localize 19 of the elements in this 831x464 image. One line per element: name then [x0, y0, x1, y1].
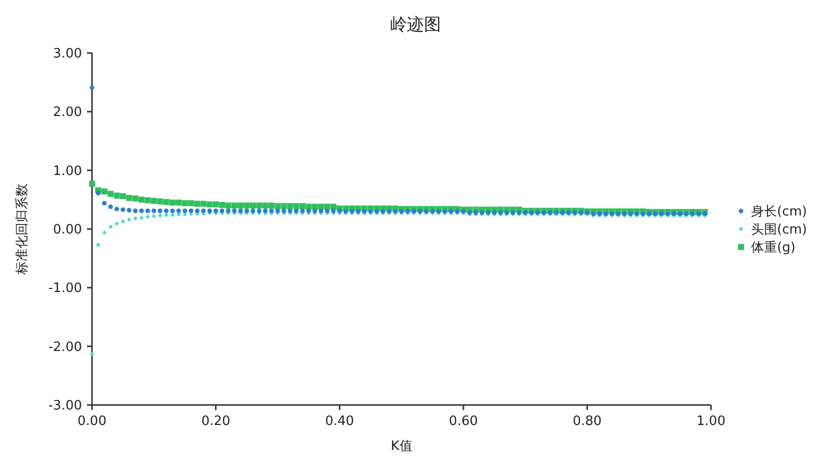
- x-tick-label: 0.20: [201, 414, 230, 429]
- y-tick-label: 2.00: [53, 105, 82, 120]
- legend-label: 头围(cm): [751, 222, 807, 238]
- y-tick-label: 1.00: [53, 164, 82, 179]
- x-tick-label: 0.60: [448, 414, 478, 429]
- x-tick-label: 0.00: [78, 414, 106, 429]
- x-tick-label: 0.80: [572, 414, 602, 429]
- y-tick-label: 3.00: [53, 46, 82, 62]
- y-tick-label: -2.00: [48, 340, 82, 355]
- y-tick-label: 0.00: [53, 222, 82, 238]
- chart-title: 岭迹图: [390, 15, 441, 35]
- x-tick-label: 1.00: [696, 414, 726, 429]
- y-tick-label: -1.00: [48, 281, 82, 296]
- x-tick-label: 0.40: [325, 414, 354, 429]
- legend-label: 体重(g): [751, 240, 796, 256]
- y-axis-title: 标准化回归系数: [15, 184, 30, 276]
- x-axis-title: K值: [390, 439, 412, 454]
- legend-label: 身长(cm): [751, 204, 807, 220]
- y-tick-label: -3.00: [48, 398, 82, 414]
